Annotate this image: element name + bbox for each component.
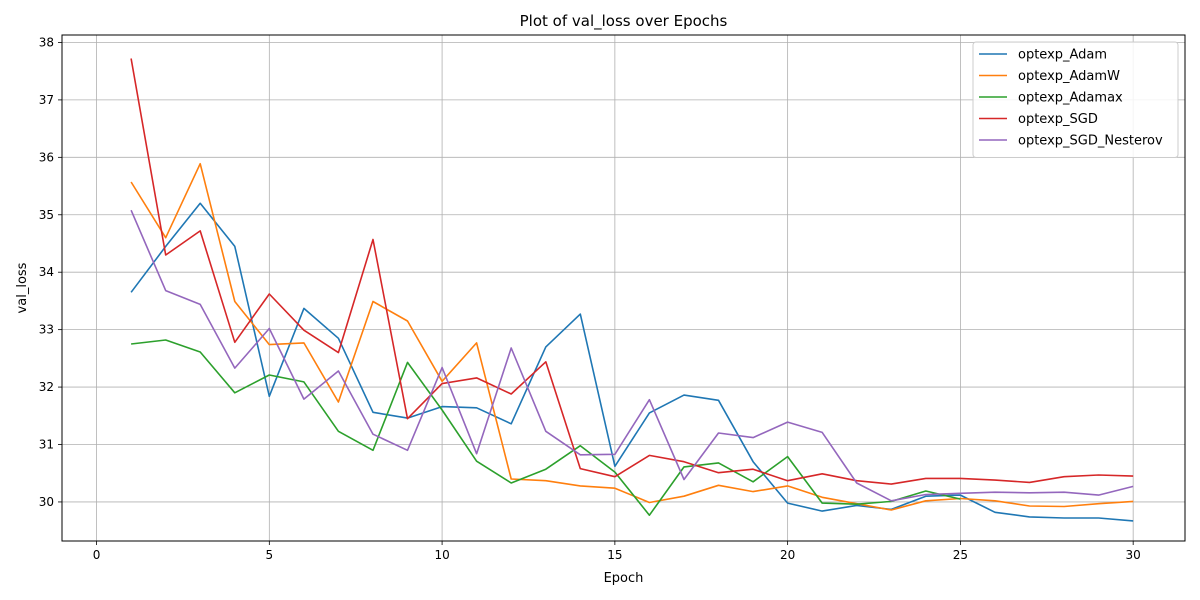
y-tick-label: 37: [39, 93, 54, 107]
legend-label: optexp_SGD_Nesterov: [1018, 134, 1163, 149]
legend-label: optexp_SGD: [1018, 112, 1098, 127]
plot-frame: [61, 34, 1186, 542]
y-tick-label: 35: [39, 208, 54, 222]
legend: optexp_Adam optexp_AdamW optexp_Adamaxopte…: [972, 41, 1179, 158]
y-tick-label: 31: [39, 438, 54, 452]
x-tick-label: 30: [1126, 548, 1141, 562]
x-tick-label: 10: [434, 548, 449, 562]
series-lines: [130, 58, 1134, 522]
y-tick-label: 33: [39, 323, 54, 337]
y-tick-label: 36: [39, 150, 54, 164]
x-tick-label: 0: [93, 548, 101, 562]
series-line-optexp_AdamW: [130, 162, 1134, 511]
series-line-optexp_Adam: [130, 202, 1134, 522]
series-line-optexp_SGD_Nesterov: [130, 209, 1134, 502]
x-tick-label: 20: [780, 548, 795, 562]
legend-box: [972, 41, 1179, 158]
chart-title: Plot of val_loss over Epochs: [520, 12, 728, 31]
y-tick-label: 30: [39, 495, 54, 509]
y-axis-label: val_loss: [15, 262, 30, 313]
x-tick-label: 15: [607, 548, 622, 562]
legend-label: optexp_Adam: [1018, 48, 1107, 63]
y-tick-label: 32: [39, 380, 54, 394]
series-line-optexp_Adamax: [131, 339, 961, 517]
axis-ticks: 0 5 10 15 20 25 30 30 31 32 33 34 35 36 37 38: [39, 35, 1141, 562]
x-tick-label: 5: [266, 548, 274, 562]
x-tick-label: 25: [953, 548, 968, 562]
legend-label: optexp_Adamax: [1018, 91, 1123, 106]
legend-label: optexp_AdamW: [1018, 69, 1120, 84]
y-tick-label: 38: [39, 35, 54, 49]
x-axis-label: Epoch: [604, 571, 644, 586]
series-line-optexp_SGD: [130, 58, 1134, 485]
y-tick-label: 34: [39, 265, 54, 279]
